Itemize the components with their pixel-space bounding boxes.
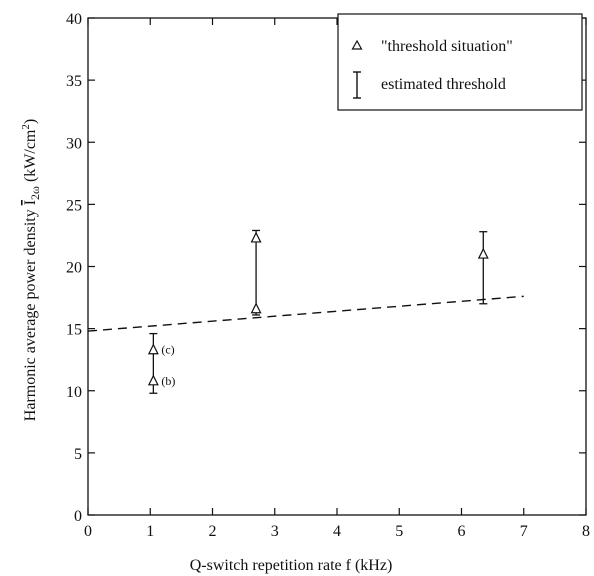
data-point-triangle — [149, 345, 158, 354]
x-tick-label: 7 — [520, 523, 528, 540]
x-tick-label: 6 — [458, 523, 466, 540]
dashed-trend-line — [88, 296, 524, 331]
legend-box — [338, 14, 582, 110]
y-tick-label: 25 — [66, 197, 82, 214]
x-tick-label: 2 — [209, 523, 217, 540]
x-tick-label: 5 — [395, 523, 403, 540]
y-axis-label-subscript: 2ω — [28, 186, 42, 200]
data-point-label: (b) — [161, 374, 175, 388]
y-tick-label: 10 — [66, 384, 82, 401]
marks: (c) (b) — [88, 230, 524, 393]
y-tick-label: 5 — [74, 446, 82, 463]
x-tick-label: 3 — [271, 523, 279, 540]
x-tick-label: 4 — [333, 523, 341, 540]
legend: "threshold situation" estimated threshol… — [338, 14, 582, 110]
data-point-triangle — [479, 249, 488, 258]
y-tick-label: 20 — [66, 260, 82, 277]
x-tick-label: 8 — [582, 523, 590, 540]
y-axis-label-unit-close: ) — [22, 119, 39, 124]
y-tick-label: 35 — [66, 73, 82, 90]
data-point-triangle — [149, 376, 158, 385]
legend-label-estimated-threshold: estimated threshold — [381, 76, 506, 93]
x-tick-label: 0 — [84, 523, 92, 540]
y-tick-label: 40 — [66, 11, 82, 28]
y-axis-label-unit-open: (kW/cm — [22, 129, 39, 186]
data-point-label: (c) — [161, 343, 174, 357]
x-axis-label: Q-switch repetition rate f (kHz) — [190, 557, 393, 574]
y-tick-label: 30 — [66, 135, 82, 152]
y-axis-label: Harmonic average power density I2ω (kW/c… — [20, 119, 42, 421]
y-tick-label: 0 — [74, 508, 82, 525]
data-point-triangle — [252, 233, 261, 242]
y-tick-label: 15 — [66, 322, 82, 339]
y-axis-label-prefix: Harmonic average power density — [22, 205, 39, 421]
data-point-triangle — [252, 304, 261, 313]
legend-label-threshold-situation: "threshold situation" — [381, 38, 513, 55]
x-tick-label: 1 — [146, 523, 154, 540]
